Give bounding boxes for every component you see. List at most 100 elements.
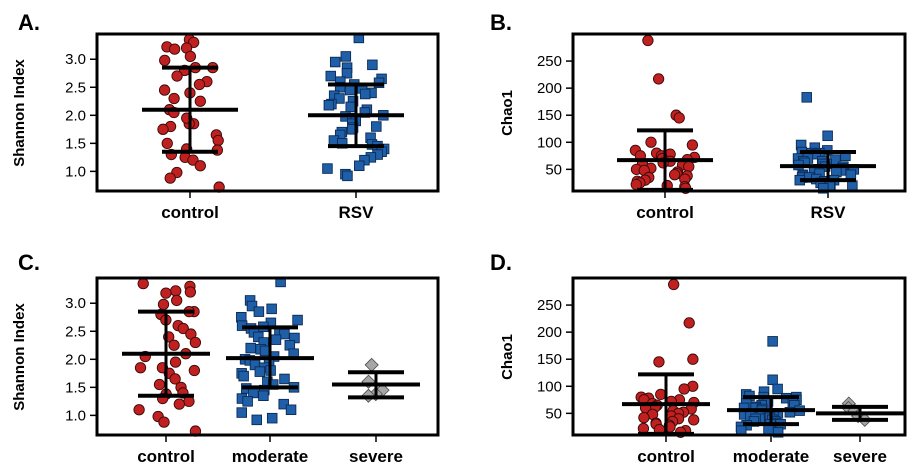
- data-point: [168, 92, 180, 105]
- data-point: [371, 121, 382, 132]
- y-tick-label: 2.5: [65, 79, 86, 96]
- data-point: [673, 112, 685, 124]
- data-point: [193, 78, 206, 91]
- x-category-label: severe: [833, 447, 887, 466]
- data-point: [169, 356, 182, 368]
- data-point: [164, 172, 176, 184]
- y-tick-label: 1.5: [65, 379, 86, 396]
- y-axis-label: Shannon Index: [11, 59, 28, 167]
- data-point: [184, 50, 197, 63]
- panel-d: D. Chao1 50 100 150 200 250 control moderate seve…: [490, 250, 907, 466]
- data-point: [342, 170, 353, 182]
- data-point: [653, 356, 665, 368]
- data-point: [822, 130, 833, 142]
- y-tick-label: 1.0: [65, 407, 86, 424]
- data-point: [173, 398, 185, 410]
- data-point: [253, 306, 265, 317]
- data-point: [285, 404, 297, 416]
- data-point: [818, 183, 829, 194]
- y-tick-label: 50: [545, 405, 562, 422]
- data-point: [184, 286, 197, 298]
- y-axis-label: Shannon Index: [11, 303, 28, 411]
- data-point: [158, 84, 171, 96]
- y-axis-label: Chao1: [499, 334, 516, 380]
- data-point: [845, 169, 857, 181]
- data-point: [169, 373, 181, 385]
- data-point: [645, 136, 657, 148]
- y-tick-label: 2.0: [65, 107, 86, 124]
- data-point: [270, 334, 282, 345]
- data-point: [238, 370, 249, 382]
- y-tick-label: 150: [537, 107, 562, 124]
- data-point: [763, 424, 774, 435]
- data-point: [638, 412, 650, 424]
- data-point: [767, 336, 778, 347]
- plot-frame: [95, 276, 440, 437]
- data-point: [279, 373, 290, 385]
- data-point: [251, 414, 262, 426]
- data-point: [188, 364, 201, 377]
- panel-letter: D.: [490, 250, 512, 275]
- data-point: [159, 54, 171, 67]
- x-category-label: control: [137, 447, 195, 466]
- data-point: [683, 160, 695, 173]
- x-category-label: control: [637, 447, 695, 466]
- data-point: [772, 427, 784, 438]
- panel-c: C. Shannon Index 1.0 1.5 2.0 2.5 3.0 control mod…: [11, 250, 440, 466]
- data-point: [341, 67, 353, 79]
- plot-frame: [95, 32, 440, 193]
- data-point: [212, 134, 224, 147]
- x-category-label: RSV: [339, 203, 375, 222]
- data-point: [259, 345, 271, 357]
- data-point: [340, 51, 352, 62]
- data-point: [642, 34, 654, 47]
- data-point: [847, 180, 858, 191]
- panel-letter: A.: [18, 10, 40, 35]
- x-category-label: control: [161, 203, 219, 222]
- y-tick-label: 2.0: [65, 351, 86, 368]
- y-tick-label: 3.0: [65, 295, 86, 312]
- data-point: [171, 70, 183, 82]
- data-point: [246, 300, 258, 312]
- panel-letter: C.: [18, 250, 40, 275]
- panel-a: A. Shannon Index 1.0 1.5 2.0 2.5 3.0 control RSV: [11, 10, 440, 222]
- data-point: [334, 93, 345, 104]
- data-point: [236, 407, 247, 418]
- series-RSV: [322, 32, 390, 182]
- data-point: [688, 414, 700, 426]
- y-tick-label: 250: [537, 53, 562, 70]
- plot-frame: [571, 32, 907, 193]
- x-category-label: moderate: [733, 447, 810, 466]
- data-point: [157, 298, 170, 311]
- series-control: [133, 277, 202, 437]
- data-point: [329, 56, 341, 68]
- y-tick-label: 50: [545, 161, 562, 178]
- y-tick-label: 100: [537, 378, 562, 395]
- data-point: [160, 287, 172, 299]
- data-point: [359, 88, 371, 100]
- y-tick-label: 100: [537, 134, 562, 151]
- panel-letter: B.: [490, 10, 512, 35]
- data-point: [344, 84, 356, 96]
- data-point: [678, 383, 690, 395]
- data-point: [194, 95, 206, 107]
- data-point: [655, 388, 667, 401]
- data-point: [245, 342, 256, 354]
- data-point: [668, 278, 680, 291]
- data-point: [364, 357, 379, 373]
- data-point: [189, 336, 202, 349]
- data-point: [325, 70, 337, 82]
- y-tick-label: 200: [537, 80, 562, 97]
- data-point: [177, 322, 189, 335]
- data-point: [322, 163, 333, 174]
- y-tick-label: 1.5: [65, 135, 86, 152]
- data-point: [168, 43, 181, 55]
- series-control: [635, 278, 700, 438]
- data-point: [354, 160, 365, 172]
- y-tick-label: 3.0: [65, 51, 86, 68]
- y-tick-label: 1.0: [65, 163, 86, 180]
- data-point: [772, 383, 783, 395]
- data-point: [652, 73, 665, 85]
- data-point: [171, 294, 183, 307]
- data-point: [784, 407, 796, 418]
